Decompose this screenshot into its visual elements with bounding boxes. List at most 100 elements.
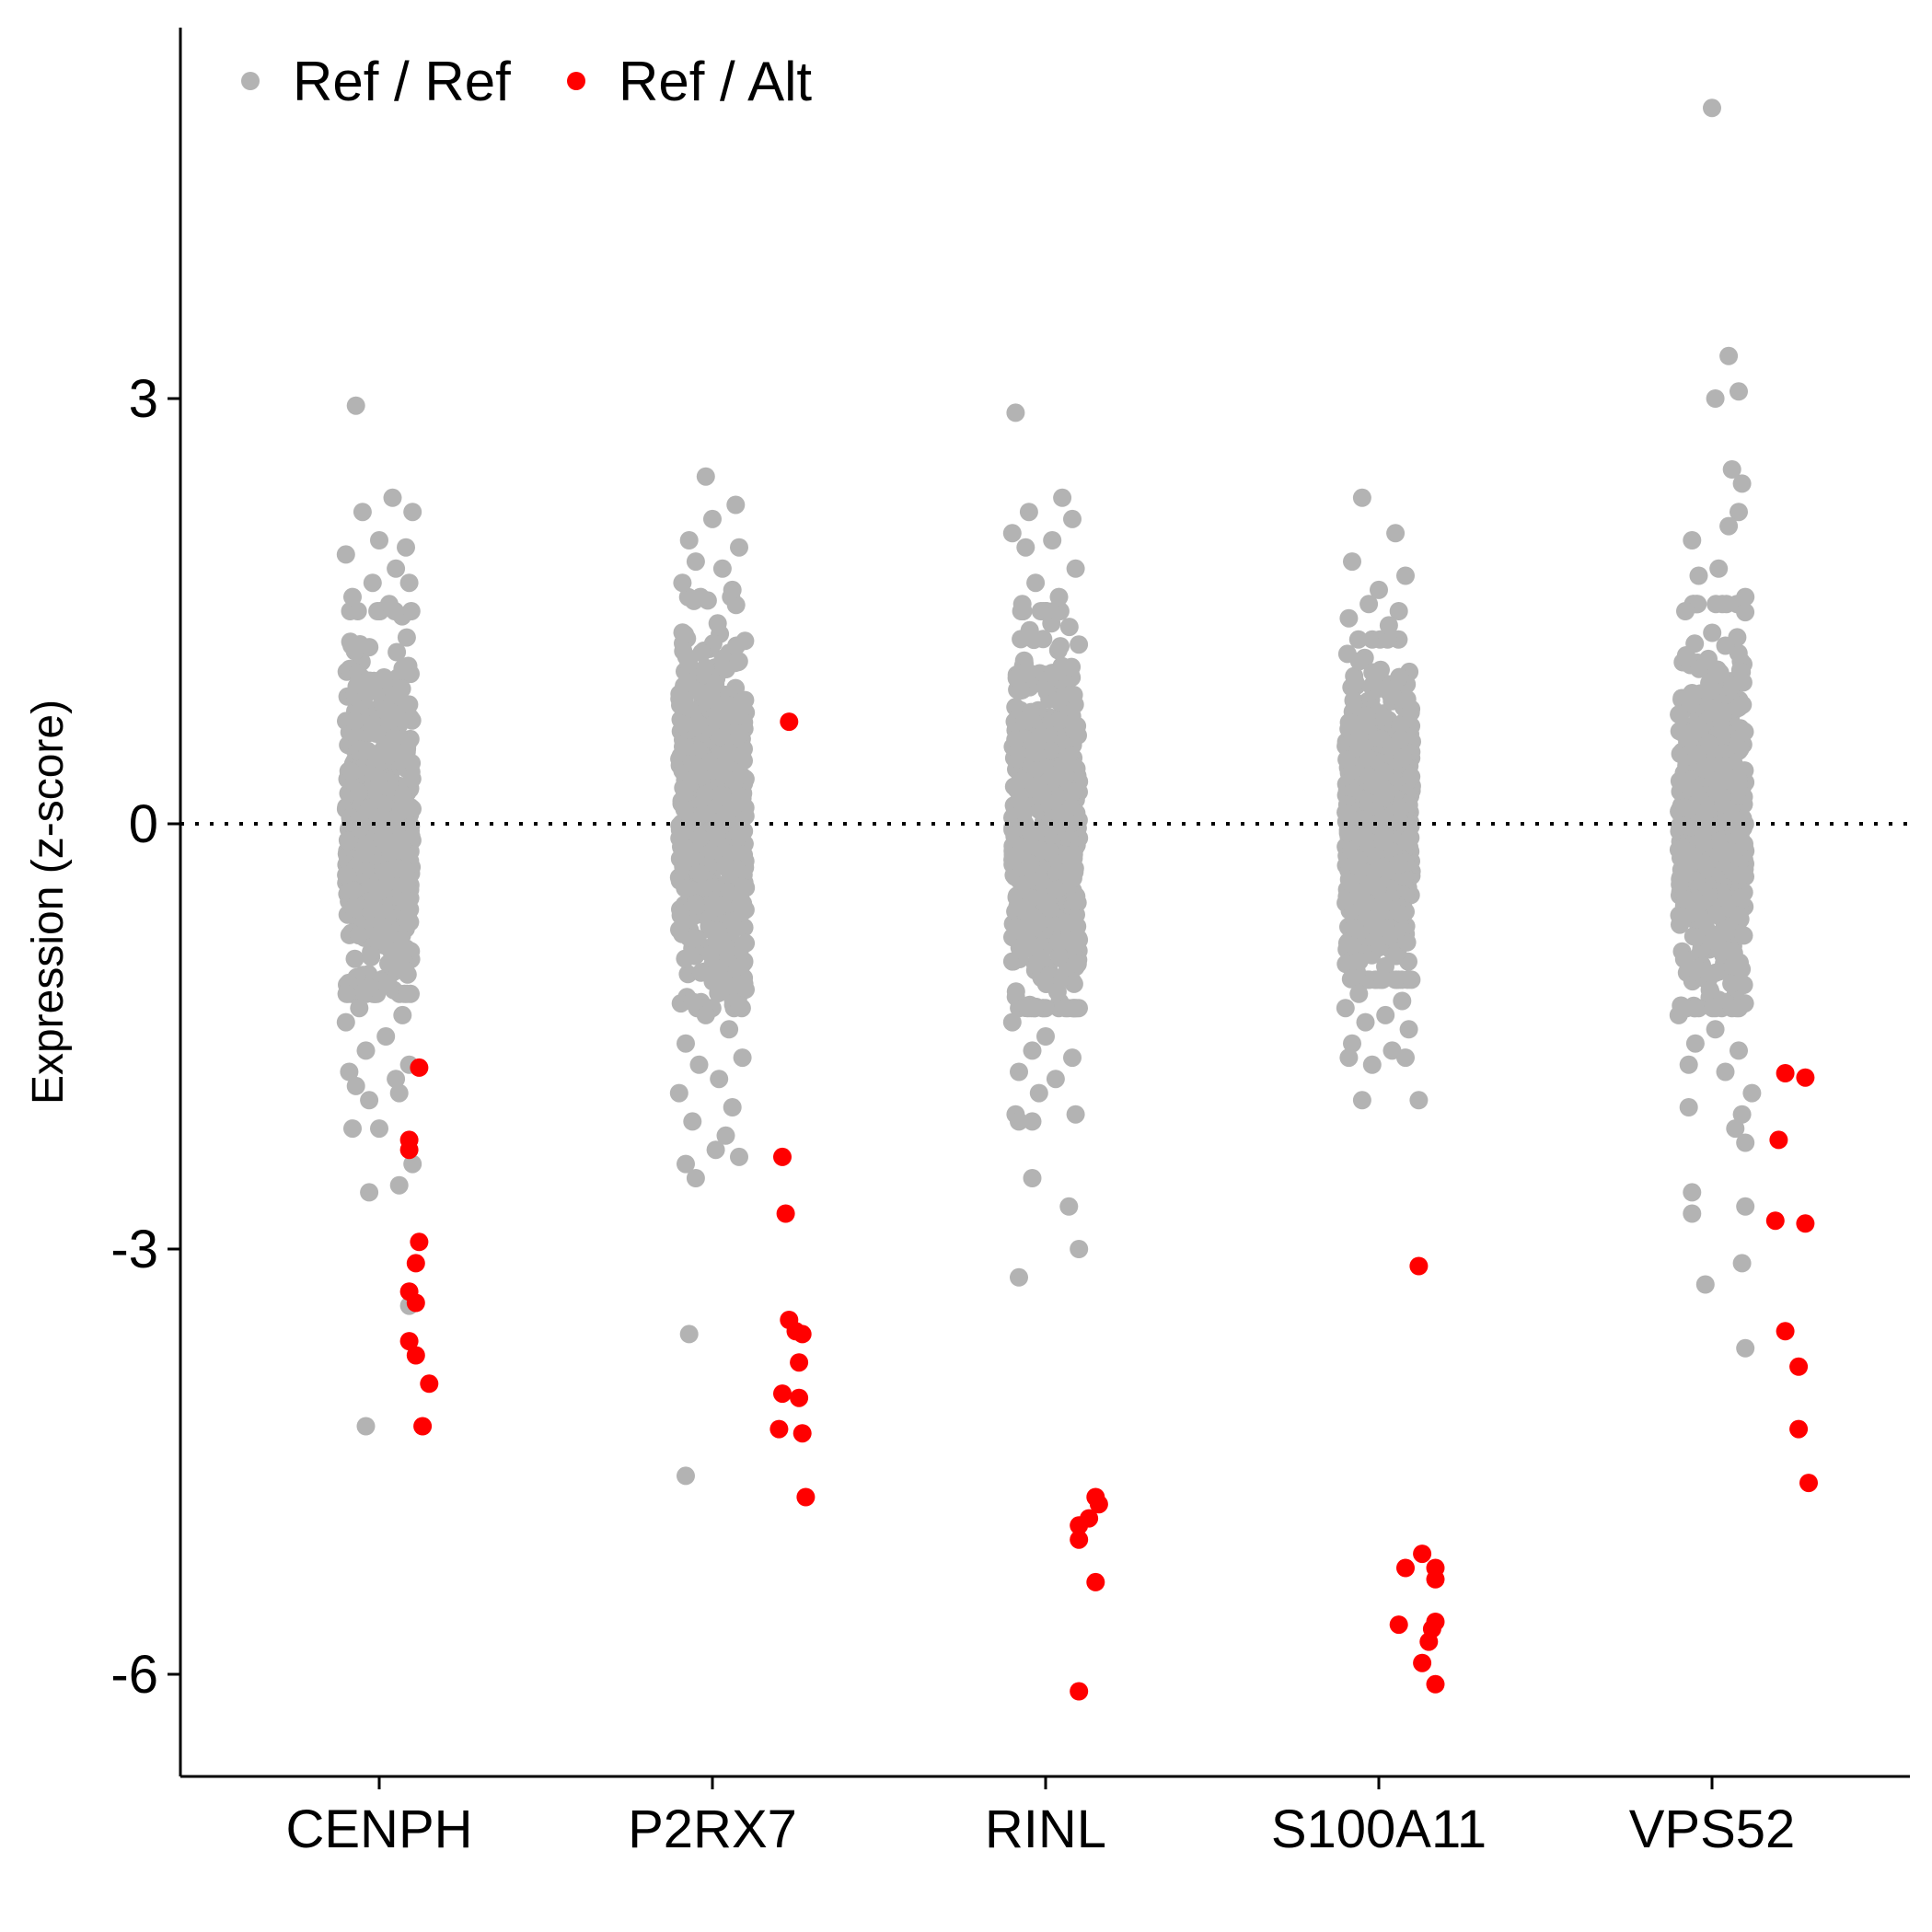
data-point [348,602,367,620]
data-point [1086,1572,1105,1591]
data-point [1379,616,1398,635]
data-point [360,1183,379,1202]
data-point [406,1346,425,1365]
data-point [1070,1682,1089,1701]
data-point [1016,538,1035,557]
y-tick-label: -3 [110,1220,158,1279]
data-point [1707,905,1726,924]
data-point [1066,559,1085,578]
data-point [724,707,744,726]
data-point [1363,663,1382,682]
data-point [1010,1062,1028,1082]
data-point [1730,382,1748,401]
data-point [1736,1133,1755,1152]
data-point [711,785,731,804]
data-point [703,509,722,528]
legend-marker [567,72,585,90]
data-point [1049,946,1069,966]
data-point [1349,850,1368,869]
data-point [717,810,736,829]
data-point [406,1254,425,1273]
data-point [730,538,748,557]
data-point [1409,1091,1429,1110]
data-point [355,844,375,863]
data-point [1706,389,1725,408]
data-point [1386,524,1406,543]
data-point [1348,733,1368,752]
data-point [709,984,728,1002]
data-point [346,1076,365,1095]
data-point [1338,932,1358,952]
data-point [1023,1112,1042,1131]
data-point [1689,719,1708,738]
series-ref-alt [399,712,1818,1701]
data-point [1008,897,1027,917]
data-point [420,1374,439,1394]
data-point [733,746,752,765]
data-point [1029,1083,1048,1103]
data-point [1021,834,1039,853]
data-point [1059,1197,1079,1216]
data-point [686,552,705,572]
data-point [359,978,378,998]
data-point [674,737,692,757]
data-point [1670,705,1689,724]
data-point [1679,1055,1698,1074]
data-point [1402,970,1421,989]
data-point [1390,667,1409,687]
data-point [1362,1055,1382,1074]
data-point [1695,1275,1715,1294]
data-point [712,559,732,578]
data-point [1359,595,1379,614]
data-point [336,1012,355,1032]
data-point [1053,488,1072,507]
data-point [1069,725,1087,745]
legend-label: Ref / Ref [293,51,511,112]
data-point [1776,1322,1795,1341]
data-point [1765,1211,1785,1231]
data-point [677,1154,695,1174]
data-point [395,960,414,979]
data-point [1687,745,1706,764]
data-point [1699,887,1718,907]
data-point [690,828,710,848]
data-point [1025,738,1045,757]
data-point [383,488,402,507]
data-point [1706,1020,1725,1039]
data-point [1736,1338,1755,1358]
data-point [370,531,388,550]
data-point [1389,602,1408,620]
data-point [1070,1240,1089,1258]
data-point [1389,970,1408,989]
data-point [1796,1068,1815,1087]
data-point [398,984,417,1003]
data-point [726,596,746,615]
data-point [1337,750,1357,769]
data-point [341,762,361,781]
data-point [1034,630,1053,649]
data-point [1006,730,1025,749]
data-point [357,684,376,703]
data-point [1675,798,1695,817]
data-point [387,559,406,578]
data-point [686,1169,705,1187]
data-point [675,800,694,819]
data-point [1377,919,1396,938]
data-point [340,1062,359,1082]
data-point [701,685,721,704]
data-point [706,1140,725,1160]
data-point [676,625,695,644]
data-point [1046,1070,1065,1089]
data-point [345,949,364,968]
data-point [1002,524,1022,543]
data-point [1796,1214,1815,1233]
data-point [1719,516,1739,536]
data-point [366,724,386,743]
data-point [393,1005,412,1024]
data-point [1023,1169,1042,1187]
data-point [792,1424,812,1443]
data-point [1377,680,1396,700]
data-point [341,632,360,652]
data-point [1683,531,1702,550]
data-point [1683,847,1703,866]
